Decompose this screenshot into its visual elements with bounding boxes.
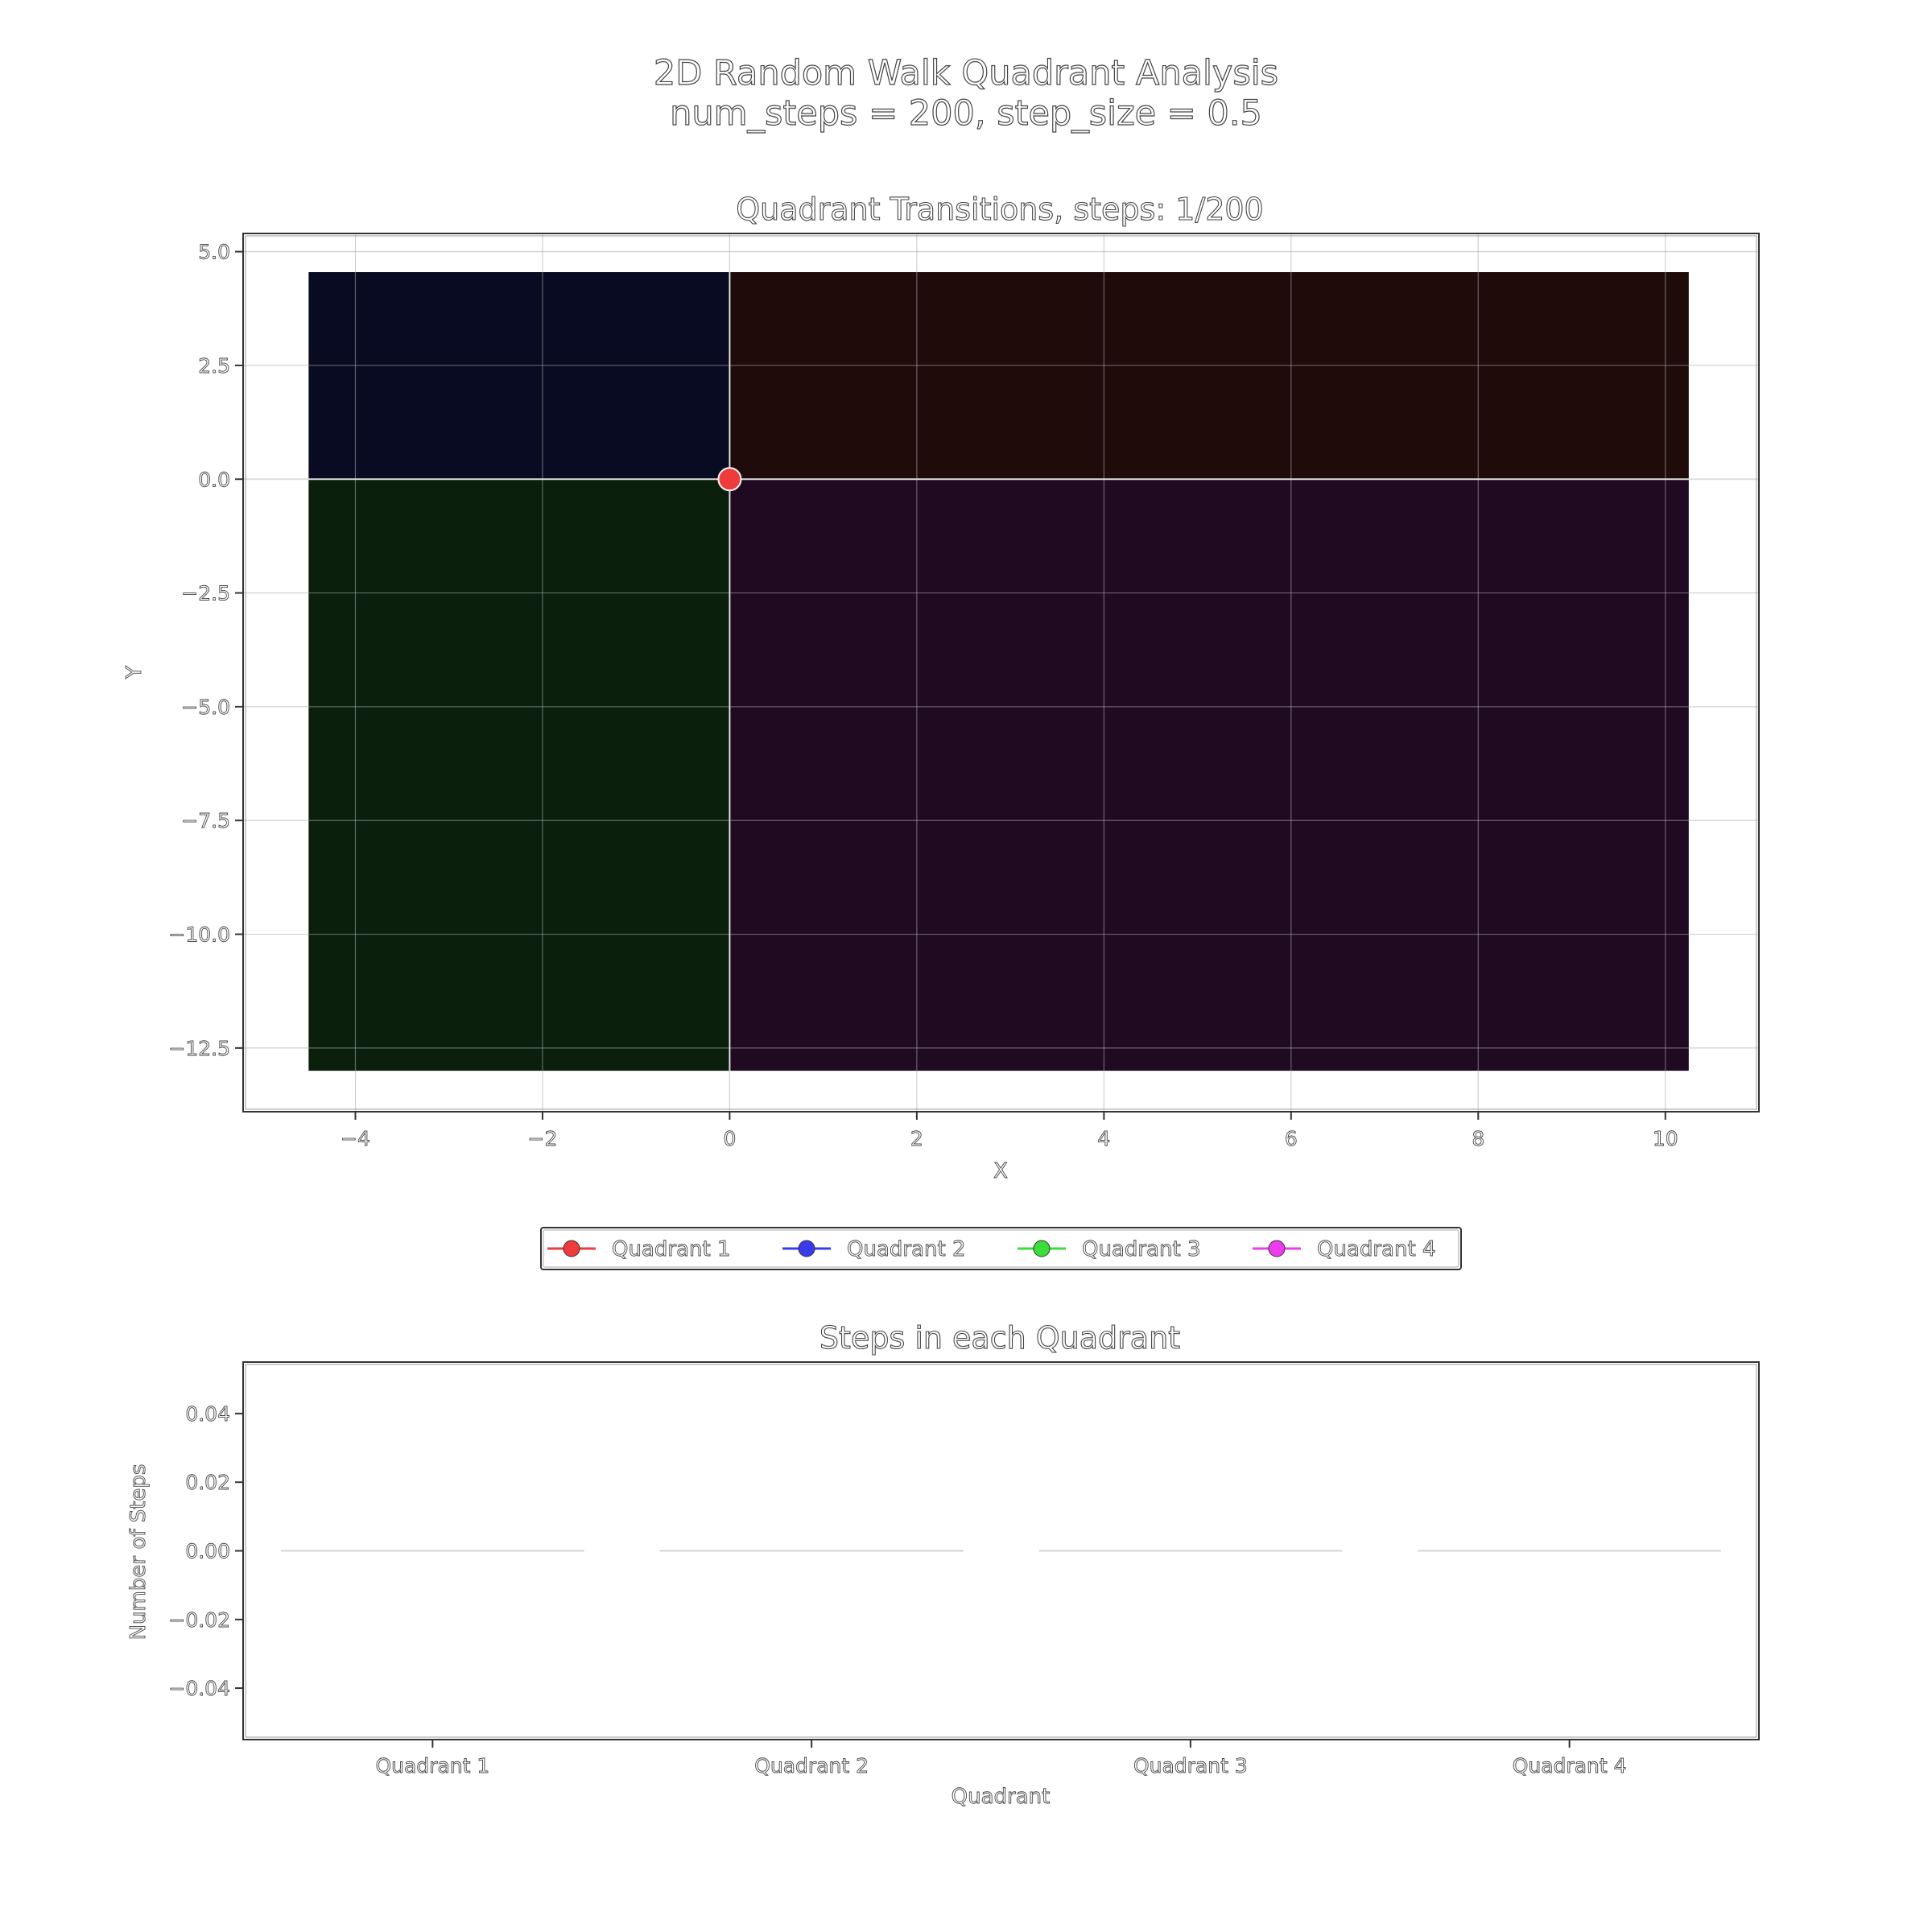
scatter-axes: Quadrant Transitions, steps: 1/200 −4 −2 0… xyxy=(122,191,1760,1183)
legend-marker xyxy=(1268,1240,1286,1257)
legend-label: Quadrant 4 xyxy=(1317,1237,1435,1261)
x-tick-label: 2 xyxy=(910,1127,923,1150)
bar xyxy=(1038,1550,1343,1552)
walker-points xyxy=(717,467,742,492)
quadrant-regions xyxy=(308,272,1689,1071)
category-label: Quadrant 1 xyxy=(375,1754,489,1777)
y-tick-label: −7.5 xyxy=(181,809,230,832)
x-tick-label: 0 xyxy=(723,1127,736,1150)
bar-ticks: 0.04 0.02 0.00 −0.02 −0.04 Quadrant 1 Quadrant… xyxy=(168,1402,1627,1778)
legend-marker xyxy=(798,1240,815,1257)
y-tick-label: 0.0 xyxy=(198,468,230,491)
figure-title-line-2: num_steps = 200, step_size = 0.5 xyxy=(670,93,1262,134)
bar xyxy=(659,1550,964,1552)
scatter-y-label: Y xyxy=(122,666,147,679)
quadrant-region-4 xyxy=(729,479,1689,1071)
scatter-gridlines xyxy=(243,233,1759,1112)
y-tick-label: −10.0 xyxy=(168,923,230,947)
y-tick-label: −0.04 xyxy=(168,1677,230,1700)
bars xyxy=(280,1550,1722,1552)
category-label: Quadrant 2 xyxy=(754,1754,869,1777)
figure-title-line-1: 2D Random Walk Quadrant Analysis xyxy=(654,53,1278,93)
legend-marker xyxy=(1033,1240,1051,1257)
legend-marker xyxy=(563,1240,580,1257)
scatter-ticks: −4 −2 0 2 4 6 8 10 5.0 2.5 0.0 −2.5 −5.0 −7.5 −10.0 −12… xyxy=(168,240,1678,1150)
bar-axes: Steps in each Quadrant 0.04 0.02 0.00 −0.02… xyxy=(126,1319,1760,1809)
y-tick-label: −0.02 xyxy=(168,1608,230,1632)
bar-title: Steps in each Quadrant xyxy=(819,1320,1180,1356)
quadrant-region-2 xyxy=(308,272,730,480)
legend: Quadrant 1 Quadrant 2 Quadrant 3 Quadrant 4 xyxy=(540,1227,1462,1270)
scatter-title: Quadrant Transitions, steps: 1/200 xyxy=(736,192,1263,227)
x-tick-label: 4 xyxy=(1097,1127,1110,1150)
x-tick-label: −2 xyxy=(528,1127,558,1150)
category-label: Quadrant 3 xyxy=(1133,1754,1248,1777)
y-tick-label: −5.0 xyxy=(181,696,230,719)
bar xyxy=(1418,1550,1722,1552)
scatter-x-label: X xyxy=(993,1159,1008,1183)
quadrant-region-1 xyxy=(729,272,1689,480)
legend-item: Quadrant 2 xyxy=(782,1237,966,1261)
y-tick-label: 0.04 xyxy=(185,1402,230,1426)
walker-point xyxy=(717,467,742,492)
scatter-frame-inner xyxy=(245,235,1757,1110)
legend-item: Quadrant 3 xyxy=(1018,1237,1201,1261)
legend-label: Quadrant 1 xyxy=(612,1237,730,1261)
bar-frame-inner xyxy=(245,1364,1757,1738)
x-tick-label: −4 xyxy=(341,1127,370,1150)
x-tick-label: 6 xyxy=(1285,1127,1298,1150)
legend-item: Quadrant 1 xyxy=(547,1237,731,1261)
y-tick-label: 0.00 xyxy=(185,1540,230,1563)
bar xyxy=(280,1550,584,1552)
x-tick-label: 8 xyxy=(1472,1127,1484,1150)
y-tick-label: −2.5 xyxy=(181,582,230,605)
y-tick-label: −12.5 xyxy=(168,1037,230,1060)
scatter-frame xyxy=(242,233,1760,1113)
legend-item: Quadrant 4 xyxy=(1253,1237,1436,1261)
y-tick-label: 2.5 xyxy=(198,354,230,378)
bar-x-label: Quadrant xyxy=(952,1785,1051,1809)
y-tick-label: 0.02 xyxy=(185,1471,230,1494)
quadrant-region-3 xyxy=(308,479,730,1071)
legend-label: Quadrant 2 xyxy=(847,1237,965,1261)
y-tick-label: 5.0 xyxy=(198,241,230,264)
category-label: Quadrant 4 xyxy=(1513,1754,1627,1777)
bar-frame xyxy=(242,1361,1760,1740)
legend-frame xyxy=(540,1227,1462,1270)
x-tick-label: 10 xyxy=(1653,1127,1678,1150)
bar-y-label: Number of Steps xyxy=(126,1464,151,1641)
legend-label: Quadrant 3 xyxy=(1082,1237,1200,1261)
